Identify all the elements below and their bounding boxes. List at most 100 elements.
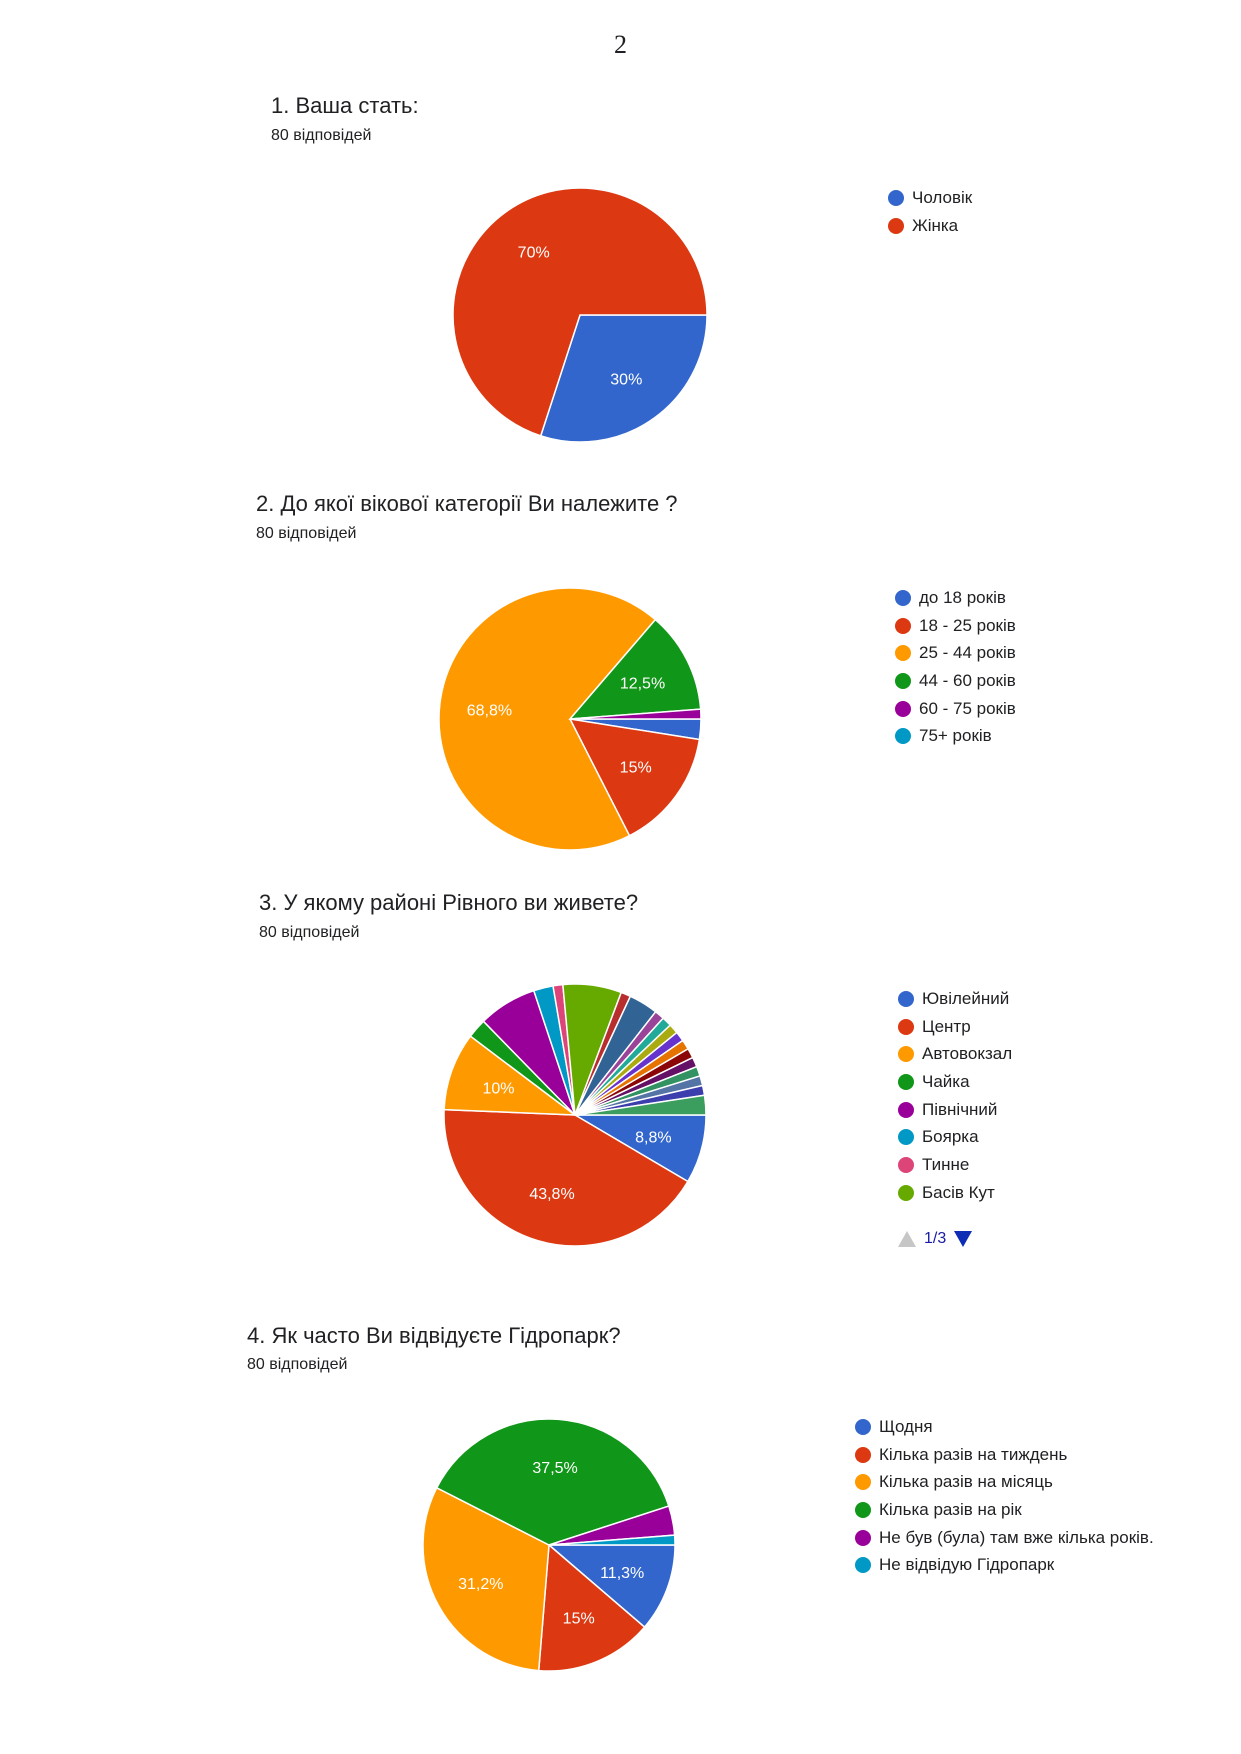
legend-label: Щодня bbox=[879, 1416, 933, 1436]
legend-label: Чайка bbox=[922, 1071, 970, 1091]
legend-item: Ювілейний bbox=[898, 985, 1012, 1013]
legend-label: Жінка bbox=[912, 215, 959, 235]
pie-slice bbox=[548, 1534, 676, 1546]
legend-item: Жінка bbox=[888, 212, 972, 240]
legend-pager: 1/3 bbox=[898, 1230, 973, 1248]
legend-dot bbox=[888, 217, 904, 234]
slice-label: 15% bbox=[620, 760, 652, 777]
pie-slice bbox=[443, 1035, 578, 1116]
responses-count: 80 відповідей bbox=[271, 127, 372, 144]
legend-dot bbox=[895, 728, 911, 745]
legend-dot bbox=[855, 1474, 871, 1491]
legend-dot bbox=[855, 1446, 871, 1463]
legend-item: Чайка bbox=[898, 1068, 1012, 1096]
legend-dot bbox=[898, 1073, 914, 1090]
legend-item: 75+ років bbox=[895, 722, 1016, 750]
legend-item: 44 - 60 років bbox=[895, 667, 1016, 695]
legend-dot bbox=[855, 1529, 871, 1546]
legend-item: до 18 років bbox=[895, 584, 1016, 612]
legend-dot bbox=[895, 617, 911, 634]
pie-chart-1: 30% 70% bbox=[452, 187, 708, 443]
pie-slice bbox=[546, 1544, 676, 1629]
legend-label: Автовокзал bbox=[922, 1044, 1013, 1064]
legend-item: Басів Кут bbox=[898, 1179, 1012, 1207]
legend-label: Центр bbox=[922, 1016, 971, 1036]
slice-label: 30% bbox=[610, 372, 642, 389]
legend-label: Не відвідую Гідропарк bbox=[879, 1555, 1055, 1575]
slice-label: 10% bbox=[482, 1081, 514, 1098]
legend-4: Щодня Кілька разів на тиждень Кілька раз… bbox=[855, 1413, 1154, 1579]
legend-label: Тинне bbox=[922, 1154, 970, 1174]
pie-slice bbox=[422, 1486, 550, 1672]
legend-dot bbox=[898, 1101, 914, 1118]
legend-1: Чоловік Жінка bbox=[888, 184, 972, 239]
legend-dot bbox=[898, 1184, 914, 1201]
legend-label: 18 - 25 років bbox=[919, 615, 1016, 635]
pie-slice bbox=[539, 314, 708, 443]
legend-label: Ювілейний bbox=[922, 988, 1010, 1008]
question-title: 3. У якому районі Рівного ви живете? bbox=[259, 890, 639, 915]
legend-dot bbox=[898, 1046, 914, 1063]
slice-label: 37,5% bbox=[532, 1460, 577, 1477]
legend-label: Північний bbox=[922, 1099, 998, 1119]
legend-label: 25 - 44 років bbox=[919, 643, 1016, 663]
legend-dot bbox=[895, 672, 911, 689]
pie-slice bbox=[435, 1418, 670, 1546]
legend-dot bbox=[895, 700, 911, 717]
legend-item: Щодня bbox=[855, 1413, 1154, 1441]
legend-label: Кілька разів на місяць bbox=[879, 1472, 1053, 1492]
legend-item: Тинне bbox=[898, 1151, 1012, 1179]
pie-chart-4: 11,3% 15% 31,2% 37,5% bbox=[422, 1418, 676, 1672]
legend-dot bbox=[895, 645, 911, 662]
responses-count: 80 відповідей bbox=[247, 1356, 348, 1373]
pager-previous-icon[interactable] bbox=[898, 1231, 916, 1247]
legend-item: 60 - 75 років bbox=[895, 695, 1016, 723]
legend-label: 44 - 60 років bbox=[919, 670, 1016, 690]
pie-slice bbox=[574, 1094, 707, 1116]
legend-3: Ювілейний Центр Автовокзал Чайка Північн… bbox=[898, 985, 1012, 1207]
pie-slice bbox=[568, 618, 702, 720]
legend-dot bbox=[855, 1418, 871, 1435]
legend-dot bbox=[898, 1156, 914, 1173]
legend-label: Кілька разів на рік bbox=[879, 1499, 1022, 1519]
pie-chart-3: 8,8% 43,8% 10% bbox=[443, 983, 707, 1247]
legend-item: 18 - 25 років bbox=[895, 612, 1016, 640]
legend-item: Кілька разів на тиждень bbox=[855, 1441, 1154, 1469]
legend-label: Чоловік bbox=[912, 187, 973, 207]
legend-dot bbox=[898, 990, 914, 1007]
slice-label: 68,8% bbox=[467, 702, 512, 719]
slice-label: 11,3% bbox=[600, 1565, 644, 1582]
legend-dot bbox=[855, 1557, 871, 1574]
legend-label: Басів Кут bbox=[922, 1182, 995, 1202]
legend-2: до 18 років 18 - 25 років 25 - 44 років … bbox=[895, 584, 1016, 750]
legend-label: 60 - 75 років bbox=[919, 698, 1016, 718]
pager-next-icon[interactable] bbox=[954, 1231, 973, 1247]
legend-item: Не був (була) там вже кілька років. bbox=[855, 1524, 1154, 1552]
legend-dot bbox=[888, 189, 904, 206]
question-title: 1. Ваша стать: bbox=[271, 93, 419, 118]
legend-item: Північний bbox=[898, 1096, 1012, 1124]
pager-label: 1/3 bbox=[924, 1230, 947, 1247]
pie-slice bbox=[569, 708, 702, 720]
slice-label: 8,8% bbox=[635, 1129, 671, 1146]
legend-label: Не був (була) там вже кілька років. bbox=[879, 1527, 1154, 1547]
legend-label: Боярка bbox=[922, 1127, 979, 1147]
responses-count: 80 відповідей bbox=[256, 525, 357, 542]
legend-label: до 18 років bbox=[919, 587, 1006, 607]
legend-item: Центр bbox=[898, 1013, 1012, 1041]
legend-dot bbox=[895, 589, 911, 606]
legend-label: 75+ років bbox=[919, 726, 992, 746]
responses-count: 80 відповідей bbox=[259, 924, 360, 941]
slice-label: 70% bbox=[518, 244, 550, 261]
legend-item: Кілька разів на місяць bbox=[855, 1468, 1154, 1496]
legend-dot bbox=[855, 1501, 871, 1518]
pie-chart-2: 15% 68,8% 12,5% bbox=[438, 587, 702, 851]
pie-slice bbox=[452, 187, 708, 437]
legend-item: Автовокзал bbox=[898, 1040, 1012, 1068]
pie-slice bbox=[568, 718, 701, 837]
question-title: 4. Як часто Ви відвідуєте Гідропарк? bbox=[247, 1323, 621, 1348]
pie-slice bbox=[537, 1543, 646, 1672]
legend-item: Боярка bbox=[898, 1123, 1012, 1151]
legend-item: Не відвідую Гідропарк bbox=[855, 1551, 1154, 1579]
legend-item: Чоловік bbox=[888, 184, 972, 212]
